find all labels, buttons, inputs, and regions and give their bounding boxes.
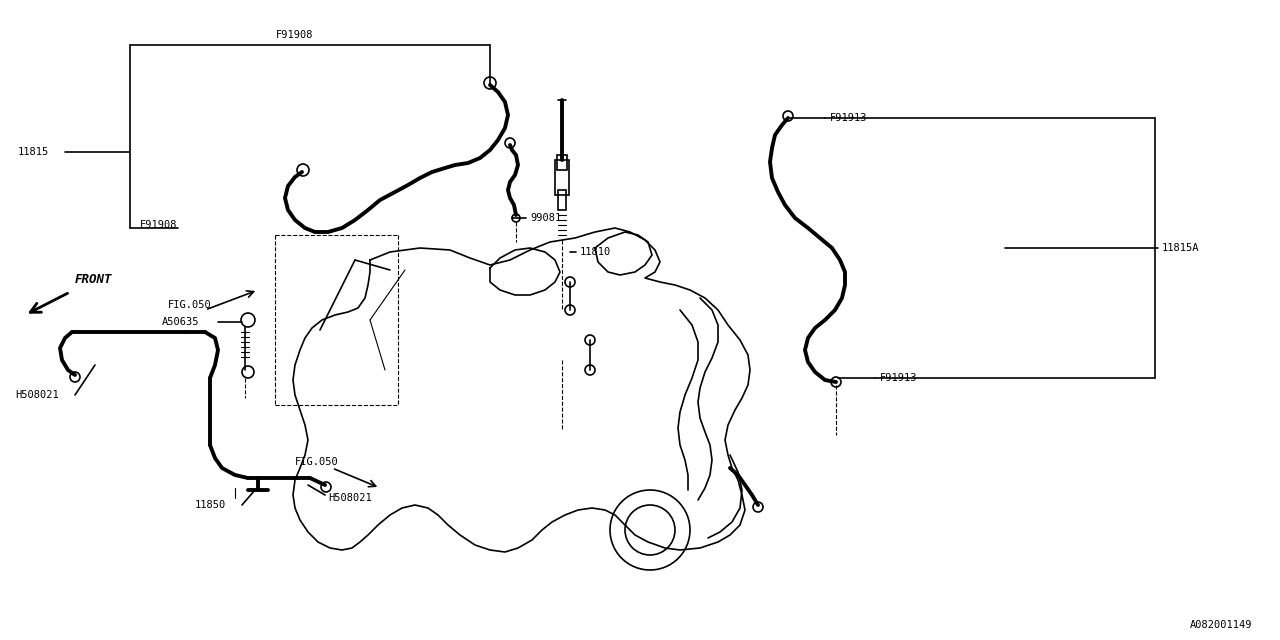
Text: 11850: 11850	[195, 500, 227, 510]
Text: F91908: F91908	[140, 220, 178, 230]
Text: F91913: F91913	[881, 373, 918, 383]
Text: F91908: F91908	[276, 30, 314, 40]
Bar	[558, 190, 566, 210]
Text: H508021: H508021	[328, 493, 371, 503]
Text: F91913: F91913	[829, 113, 868, 123]
Text: 11815A: 11815A	[1162, 243, 1199, 253]
Bar	[556, 160, 570, 195]
Text: 11810: 11810	[580, 247, 612, 257]
Text: 11815: 11815	[18, 147, 49, 157]
Bar	[557, 155, 567, 170]
Text: FRONT: FRONT	[76, 273, 113, 286]
Text: FIG.050: FIG.050	[168, 300, 211, 310]
Text: FIG.050: FIG.050	[294, 457, 339, 467]
Text: 99081: 99081	[530, 213, 561, 223]
Text: A50635: A50635	[163, 317, 200, 327]
Text: H508021: H508021	[15, 390, 59, 400]
Text: A082001149: A082001149	[1189, 620, 1252, 630]
